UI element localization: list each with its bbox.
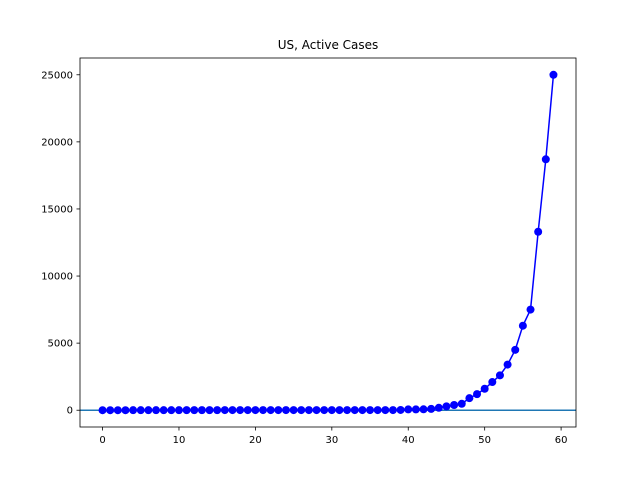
data-point bbox=[213, 406, 222, 415]
data-point bbox=[197, 406, 206, 415]
data-point bbox=[297, 406, 306, 415]
data-point bbox=[190, 406, 199, 415]
data-point bbox=[457, 399, 466, 408]
axes-layer: 0 10 20 30 40 50 60 0 5000 10000 15000 20000 25000 bbox=[41, 57, 577, 446]
data-point bbox=[358, 406, 367, 415]
y-tick-label: 20000 bbox=[41, 137, 73, 148]
chart-title: US, Active Cases bbox=[278, 38, 379, 52]
data-point bbox=[220, 406, 229, 415]
data-point bbox=[236, 406, 245, 415]
data-point bbox=[251, 406, 260, 415]
x-tick-label: 30 bbox=[325, 435, 338, 446]
data-point bbox=[106, 406, 115, 415]
data-point bbox=[289, 406, 298, 415]
y-tick-label: 25000 bbox=[41, 70, 73, 81]
axes-frame bbox=[79, 57, 577, 428]
data-point bbox=[442, 402, 451, 411]
data-point bbox=[419, 405, 428, 414]
data-point bbox=[373, 406, 382, 415]
data-point bbox=[465, 394, 474, 403]
y-tick-label: 5000 bbox=[48, 339, 73, 350]
data-point bbox=[480, 384, 489, 393]
data-point bbox=[526, 305, 535, 314]
y-tick-label: 0 bbox=[67, 406, 73, 417]
data-point bbox=[243, 406, 252, 415]
data-point bbox=[281, 406, 290, 415]
series-layer bbox=[98, 70, 558, 415]
x-tick-label: 0 bbox=[99, 435, 105, 446]
data-point bbox=[320, 406, 329, 415]
data-point bbox=[121, 406, 130, 415]
data-point bbox=[266, 406, 275, 415]
data-point bbox=[366, 406, 375, 415]
plot-area bbox=[80, 58, 576, 427]
data-point bbox=[136, 406, 145, 415]
data-point bbox=[404, 405, 413, 414]
data-point bbox=[511, 345, 520, 354]
data-point bbox=[228, 406, 237, 415]
plot-background bbox=[80, 58, 576, 427]
data-point bbox=[396, 405, 405, 414]
data-point bbox=[434, 403, 443, 412]
data-point bbox=[304, 406, 313, 415]
x-tick-label: 50 bbox=[478, 435, 491, 446]
data-point bbox=[388, 406, 397, 415]
data-point bbox=[259, 406, 268, 415]
y-tick-label: 10000 bbox=[41, 272, 73, 283]
data-point bbox=[350, 406, 359, 415]
data-point bbox=[534, 227, 543, 236]
data-point bbox=[427, 404, 436, 413]
x-tick-label: 20 bbox=[249, 435, 262, 446]
data-point bbox=[174, 406, 183, 415]
data-point bbox=[152, 406, 161, 415]
data-point bbox=[312, 406, 321, 415]
x-tick-label: 60 bbox=[555, 435, 568, 446]
data-point bbox=[381, 406, 390, 415]
data-point bbox=[518, 321, 527, 330]
data-point bbox=[144, 406, 153, 415]
data-point bbox=[167, 406, 176, 415]
x-tick-label: 10 bbox=[173, 435, 186, 446]
data-point bbox=[205, 406, 214, 415]
data-point bbox=[182, 406, 191, 415]
data-point bbox=[113, 406, 122, 415]
data-point bbox=[495, 371, 504, 380]
data-point bbox=[450, 400, 459, 409]
data-point bbox=[411, 405, 420, 414]
data-point bbox=[274, 406, 283, 415]
data-point bbox=[335, 406, 344, 415]
data-point bbox=[343, 406, 352, 415]
data-point bbox=[488, 378, 497, 387]
data-point bbox=[503, 360, 512, 369]
data-point bbox=[327, 406, 336, 415]
data-point bbox=[473, 390, 482, 399]
x-tick-label: 40 bbox=[402, 435, 415, 446]
data-point bbox=[159, 406, 168, 415]
y-tick-label: 15000 bbox=[41, 204, 73, 215]
data-point bbox=[541, 155, 550, 164]
data-point bbox=[98, 406, 107, 415]
data-point bbox=[129, 406, 138, 415]
data-point bbox=[549, 70, 558, 79]
